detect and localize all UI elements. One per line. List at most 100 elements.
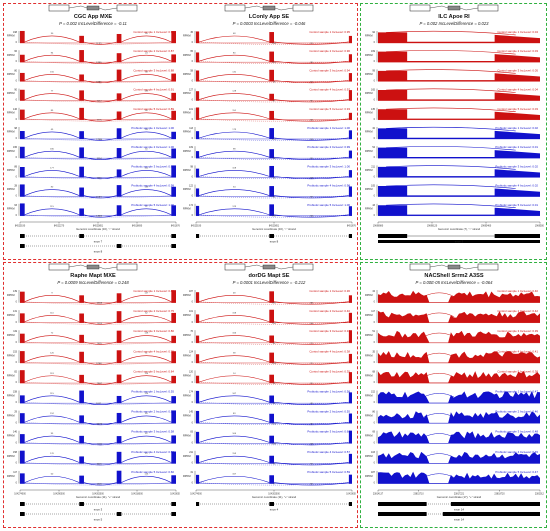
junction-count: 173 [99, 423, 103, 425]
rpkm-axis-label: RPKM [183, 373, 191, 377]
x-tick-label: 84525190 [191, 226, 202, 228]
sample-label: Probiotic sample 4 IncLevel: 0.98 [307, 184, 350, 188]
panel-title: dorDG Mapt SE [248, 273, 290, 279]
y-tick-label: 198 [13, 31, 18, 34]
junction-count: 123 [232, 206, 236, 208]
rpkm-axis-label: RPKM [183, 293, 191, 297]
junction-count: 62 [145, 313, 148, 315]
sample-label: Control sample 4 IncLevel: 0.79 [133, 349, 174, 353]
gene-structure-icon [224, 4, 314, 12]
junction-count: 128 [232, 91, 236, 93]
sashimi-panel-ilc-apoe-ri: ILC Apoe RI P = 0.002 IncLevelDifference … [364, 4, 544, 258]
y-tick-label: 187 [371, 471, 376, 474]
y-tick-label: 0 [192, 321, 194, 324]
junction-count: 105 [96, 81, 100, 83]
y-tick-label: 0 [192, 175, 194, 178]
junction-count: 34 [233, 187, 236, 189]
y-tick-label: 127 [189, 89, 194, 92]
junction-count: 81 [99, 81, 102, 83]
y-tick-label: 0 [192, 421, 194, 424]
junction-count: 13 [97, 484, 100, 486]
junction-count: 114 [145, 373, 149, 375]
junction-count: 25 [99, 343, 102, 345]
junction-count: 48 [233, 292, 236, 294]
junction-count: 38 [145, 72, 148, 74]
rpkm-axis-label: RPKM [183, 333, 191, 337]
y-tick-label: 0 [374, 301, 376, 304]
y-tick-label: 0 [192, 461, 194, 464]
junction-count: 127 [145, 292, 149, 294]
y-tick-label: 103 [371, 451, 376, 454]
y-tick-label: 117 [13, 471, 17, 474]
x-tick-label: 23820125 [535, 494, 544, 496]
junction-count: 70 [97, 101, 100, 103]
panel-title: CGC App MXE [73, 14, 113, 20]
junction-count: 94 [51, 52, 54, 54]
panel-stat: P = 0.002 IncLevelDifference = -0.11 [59, 21, 127, 26]
junction-count: 151 [272, 423, 276, 425]
junction-count: 73 [97, 323, 100, 325]
x-tick-label: 84525190 [15, 226, 26, 228]
y-tick-label: 0 [374, 482, 376, 485]
junction-count: 38 [233, 353, 236, 355]
sample-label: Control sample 2 IncLevel: 0.87 [133, 49, 174, 53]
y-tick-label: 63 [14, 204, 17, 207]
junction-count: 139 [145, 187, 149, 189]
junction-count: 63 [310, 81, 313, 83]
rpkm-axis-label: RPKM [7, 293, 15, 297]
sample-label: Control sample 1 IncLevel: 0.36 [309, 289, 350, 293]
rpkm-axis-label: RPKM [183, 474, 191, 478]
genomic-axis: 84525190 84520851 84516764 Genomic coordina… [191, 221, 356, 231]
rpkm-axis-label: RPKM [7, 206, 15, 210]
junction-count: 147 [145, 110, 149, 112]
rpkm-axis-label: RPKM [365, 149, 373, 153]
rpkm-axis-label: RPKM [365, 434, 373, 438]
sample-label: Control sample 5 IncLevel: 0.38 [497, 369, 538, 373]
junction-count: 11 [273, 403, 276, 405]
rpkm-axis-label: RPKM [7, 474, 15, 478]
y-tick-label: 158 [13, 391, 18, 394]
y-tick-label: 211 [371, 165, 375, 168]
sashimi-panel-cgc-app-mxe: CGC App MXE P = 0.002 IncLevelDifference … [6, 4, 180, 258]
junction-count: 131 [232, 72, 236, 74]
junction-count: 87 [273, 101, 276, 103]
panel-title: NACShell Srrm2 A3SS [424, 273, 484, 279]
junction-count: 110 [50, 313, 54, 315]
y-tick-label: 0 [192, 301, 194, 304]
y-tick-label: 146 [13, 431, 18, 434]
y-tick-label: 169 [371, 50, 376, 53]
frame-bottom-right [360, 262, 547, 528]
axis-caption: Genomic coordinate (17), "+" strand [437, 495, 482, 499]
junction-count: 180 [272, 303, 276, 305]
rpkm-axis-label: RPKM [183, 53, 191, 57]
y-tick-label: 0 [374, 214, 376, 217]
y-tick-label: 0 [374, 118, 376, 121]
junction-count: 24 [145, 52, 148, 54]
y-tick-label: 83 [190, 431, 193, 434]
y-tick-label: 119 [13, 330, 17, 333]
rpkm-axis-label: RPKM [7, 149, 15, 153]
sample-label: Probiotic sample 1 IncLevel: 0.58 [307, 390, 350, 394]
y-tick-label: 0 [374, 441, 376, 444]
y-tick-label: 0 [192, 41, 194, 44]
y-tick-label: 54 [372, 146, 375, 149]
y-tick-label: 90 [14, 89, 17, 92]
rpkm-axis-label: RPKM [7, 91, 15, 95]
y-tick-label: 76 [190, 330, 193, 333]
junction-count: 61 [99, 177, 102, 179]
y-tick-label: 211 [189, 451, 193, 454]
y-tick-label: 174 [189, 391, 194, 394]
rpkm-axis-label: RPKM [7, 414, 15, 418]
x-tick-label: 104302000 [268, 494, 280, 496]
junction-count: 119 [50, 373, 54, 375]
y-tick-label: 0 [16, 195, 18, 198]
rpkm-axis-label: RPKM [365, 474, 373, 478]
